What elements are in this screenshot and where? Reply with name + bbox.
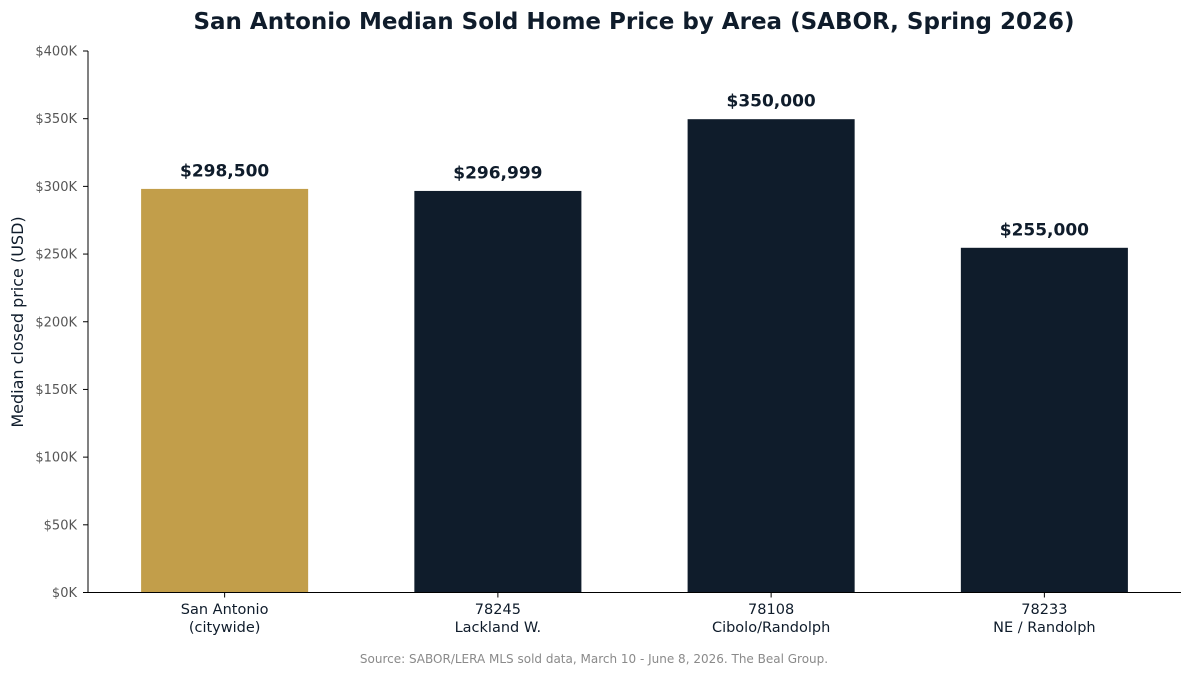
data-label: $296,999 [453, 163, 542, 183]
y-tick-label: $200K [35, 315, 77, 330]
y-axis-label: Median closed price (USD) [8, 216, 27, 427]
y-tick-label: $150K [35, 383, 77, 398]
y-tick-label: $400K [35, 45, 77, 60]
bar [686, 118, 856, 593]
x-tick-label: Cibolo/Randolph [712, 620, 830, 636]
x-tick-label: NE / Randolph [993, 620, 1095, 636]
y-tick-label: $50K [44, 518, 78, 533]
x-tick-label: (citywide) [189, 620, 261, 636]
y-tick-label: $300K [35, 180, 77, 195]
x-tick-label: 78233 [1021, 602, 1067, 618]
data-label: $350,000 [726, 92, 815, 112]
y-tick-label: $100K [35, 451, 77, 466]
x-tick-label: 78245 [475, 602, 521, 618]
x-axis-ticks: San Antonio (citywide) 78245 Lackland W. 781… [181, 592, 1096, 636]
y-tick-label: $350K [35, 112, 77, 127]
y-tick-label: $250K [35, 248, 77, 263]
bars [140, 118, 1129, 594]
chart-title: San Antonio Median Sold Home Price by Ar… [193, 9, 1074, 35]
bar [413, 189, 583, 594]
x-tick-label: San Antonio [181, 602, 269, 618]
bar [140, 187, 310, 593]
data-labels: $298,500 $296,999 $350,000 $255,000 [180, 92, 1089, 241]
y-tick-label: $0K [52, 586, 78, 601]
source-note: Source: SABOR/LERA MLS sold data, March … [360, 652, 828, 666]
data-label: $255,000 [1000, 220, 1089, 240]
data-label: $298,500 [180, 161, 269, 181]
x-tick-label: Lackland W. [455, 620, 542, 636]
y-axis-ticks: $0K $50K $100K $150K $200K $250K $300K $350K $40… [35, 45, 88, 601]
bar [959, 246, 1129, 593]
x-tick-label: 78108 [748, 602, 794, 618]
